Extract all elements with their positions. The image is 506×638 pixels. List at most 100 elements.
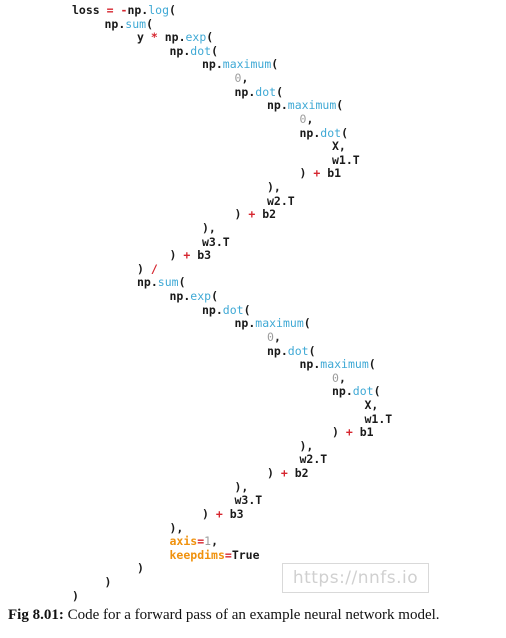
code-token: np.: [104, 16, 126, 31]
code-line: np.dot(: [300, 125, 349, 140]
code-token: np.: [169, 43, 191, 58]
code-token: (: [169, 3, 176, 17]
code-line: ): [105, 576, 112, 589]
code-token: np.: [299, 357, 321, 372]
code-line: ),: [234, 479, 249, 494]
code-line: w2.T: [300, 453, 328, 466]
code-line: w3.T: [235, 494, 263, 507]
code-token: np.: [169, 289, 191, 304]
code-token: exp: [185, 30, 207, 45]
code-token: ),: [234, 479, 249, 494]
code-line: 0,: [235, 72, 249, 85]
code-token: w1.T: [332, 152, 360, 167]
code-token: ): [299, 166, 314, 181]
code-token: (: [341, 125, 348, 140]
code-token: np.: [202, 302, 223, 317]
code-token: 0: [267, 329, 274, 344]
code-block: loss = -np.log(np.sum(y * np.exp(np.dot(…: [72, 3, 392, 603]
code-token: +: [345, 425, 353, 440]
code-token: w2.T: [267, 193, 295, 208]
code-line: ) + b3: [202, 506, 244, 521]
code-token: (: [303, 316, 311, 331]
code-token: ): [332, 425, 346, 440]
code-token: +: [280, 466, 288, 481]
code-token: ): [234, 207, 249, 222]
code-line: ),: [299, 438, 314, 453]
code-token: (: [146, 16, 153, 31]
watermark-url: https://nnfs.io: [282, 563, 429, 593]
code-token: 1: [204, 534, 212, 549]
code-token: =: [197, 534, 205, 549]
code-token: (: [271, 57, 279, 72]
figure-label: Fig 8.01:: [8, 607, 64, 623]
code-token: y: [137, 30, 151, 45]
code-token: ): [137, 561, 144, 576]
code-token: np.: [267, 98, 288, 113]
code-token: /: [150, 261, 158, 276]
code-line: 0,: [267, 329, 281, 344]
code-token: +: [313, 166, 321, 181]
code-token: (: [336, 98, 344, 113]
code-token: ): [169, 248, 184, 263]
code-token: ): [72, 588, 79, 603]
code-token: (: [276, 84, 283, 99]
code-token: +: [183, 248, 191, 263]
code-token: 0: [234, 71, 242, 86]
code-line: ) + b2: [235, 208, 277, 221]
code-token: ): [202, 506, 216, 521]
code-token: (: [368, 357, 376, 372]
code-token: log: [148, 3, 169, 17]
code-token: ,: [211, 534, 219, 549]
code-token: (: [308, 343, 316, 358]
code-token: w2.T: [299, 452, 328, 467]
code-token: keepdims: [169, 547, 225, 562]
code-token: maximum: [255, 316, 304, 331]
code-token: (: [178, 275, 186, 290]
code-token: dot: [255, 84, 277, 99]
code-token: 0: [299, 111, 307, 126]
code-line: ),: [267, 181, 281, 194]
code-line: 0,: [332, 370, 346, 385]
code-line: np.dot(: [202, 302, 251, 317]
code-line: np.maximum(: [235, 317, 311, 330]
code-token: b3: [190, 248, 212, 263]
code-token: +: [215, 506, 223, 521]
code-token: loss: [72, 3, 107, 17]
code-token: ),: [299, 438, 314, 453]
code-token: b3: [222, 506, 244, 521]
code-token: X,: [332, 139, 346, 154]
code-token: np.: [157, 30, 186, 45]
code-line: y * np.exp(: [137, 31, 213, 44]
code-token: dot: [352, 384, 374, 399]
code-token: np.: [267, 343, 288, 358]
code-token: dot: [287, 343, 309, 358]
code-token: =: [106, 3, 114, 17]
code-line: ),: [202, 221, 216, 235]
code-token: ,: [338, 370, 346, 385]
code-token: ,: [306, 111, 314, 126]
code-line: ): [137, 562, 144, 575]
code-token: X,: [364, 397, 379, 412]
code-token: ,: [241, 71, 249, 86]
code-line: 0,: [299, 111, 314, 126]
code-line: np.maximum(: [300, 358, 376, 371]
code-token: b2: [287, 466, 309, 481]
code-token: 0: [332, 370, 339, 385]
code-line: np.dot(: [267, 343, 316, 358]
code-token: np.: [234, 316, 256, 331]
code-line: np.maximum(: [202, 58, 278, 71]
code-line: ) + b1: [332, 426, 374, 439]
code-token: b1: [320, 166, 342, 181]
code-token: =: [224, 547, 232, 562]
code-token: b2: [255, 207, 277, 222]
code-token: ),: [169, 520, 184, 535]
code-line: ) + b1: [300, 167, 342, 180]
code-token: True: [231, 547, 260, 562]
code-token: ): [104, 575, 112, 590]
caption-text: Code for a forward pass of an example ne…: [63, 607, 440, 623]
figure-caption: Fig 8.01: Code for a forward pass of an …: [8, 607, 503, 624]
code-token: dot: [190, 43, 212, 58]
code-line: np.dot(: [235, 84, 284, 99]
code-line: np.dot(: [332, 385, 381, 398]
code-line: np.maximum(: [267, 99, 343, 112]
